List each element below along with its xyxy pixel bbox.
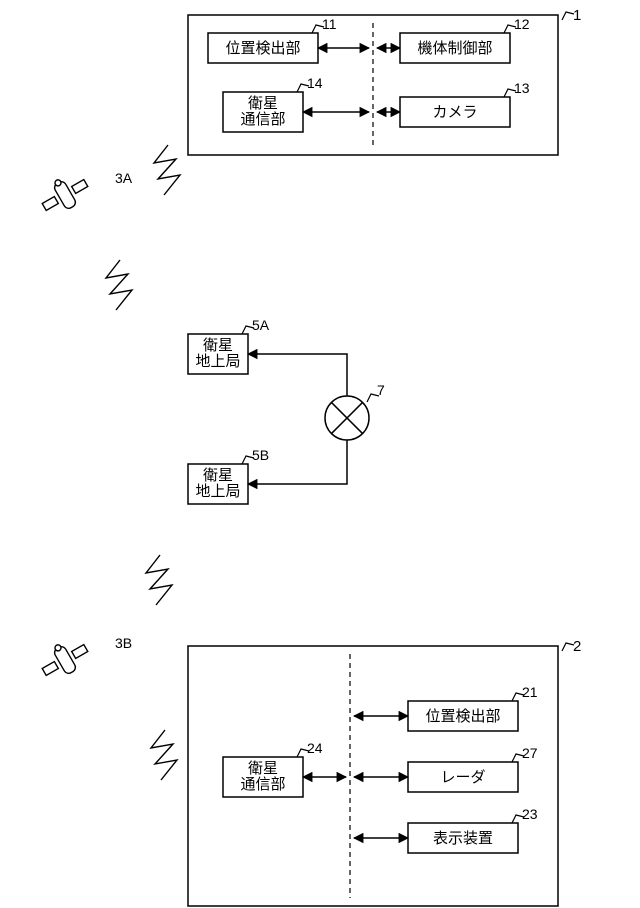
ref-b21: 21 — [522, 684, 538, 700]
box-label1-b5B: 衛星 — [203, 467, 233, 484]
box-label-b13: カメラ — [432, 104, 477, 121]
ref-b23: 23 — [522, 806, 538, 822]
satellite-icon — [36, 168, 93, 219]
bolt-2 — [146, 555, 172, 605]
satellite-icon — [36, 633, 93, 684]
ref-b5A: 5A — [252, 317, 270, 333]
ref-b13: 13 — [514, 80, 530, 96]
box-label2-b5A: 地上局 — [195, 353, 240, 370]
bolt-3 — [151, 730, 177, 780]
ref-b14: 14 — [307, 75, 323, 91]
ref-top: 1 — [573, 7, 581, 24]
ref-b27: 27 — [522, 745, 538, 761]
ref-b5B: 5B — [252, 447, 269, 463]
box-label-b11: 位置検出部 — [225, 40, 300, 57]
box-label1-b24: 衛星 — [248, 760, 278, 777]
box-label-b12: 機体制御部 — [417, 40, 492, 57]
box-label2-b14: 通信部 — [240, 111, 285, 128]
bolt-0 — [154, 145, 180, 195]
ref-sat-A: 3A — [115, 170, 133, 186]
box-label-b27: レーダ — [440, 769, 485, 786]
ref-bot: 2 — [573, 638, 581, 655]
box-label2-b24: 通信部 — [240, 776, 285, 793]
box-label-b21: 位置検出部 — [425, 708, 500, 725]
ref-net: 7 — [377, 382, 385, 398]
box-label-b23: 表示装置 — [433, 830, 493, 847]
ref-b24: 24 — [307, 740, 323, 756]
ref-b12: 12 — [514, 16, 530, 32]
ref-b11: 11 — [322, 16, 337, 32]
box-label1-b14: 衛星 — [248, 95, 278, 112]
bolt-1 — [106, 260, 132, 310]
net-path-a — [248, 354, 347, 396]
box-label1-b5A: 衛星 — [203, 337, 233, 354]
ref-sat-B: 3B — [115, 635, 132, 651]
box-label2-b5B: 地上局 — [195, 483, 240, 500]
